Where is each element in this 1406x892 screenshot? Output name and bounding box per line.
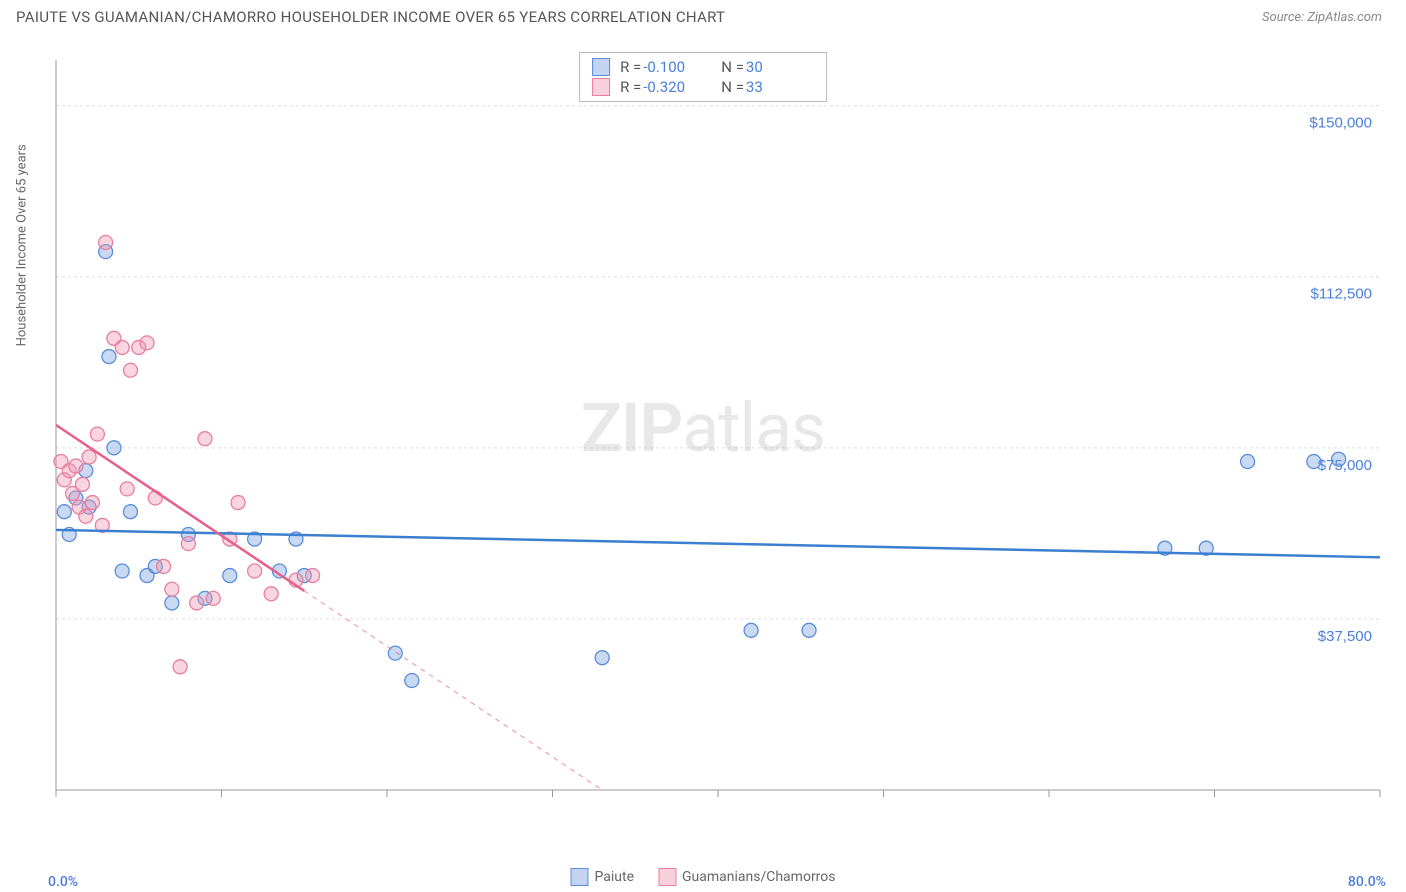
y-axis-label: Householder Income Over 65 years [15,144,30,346]
legend-swatch-icon [658,868,676,886]
legend-item: Guamanians/Chamorros [658,868,836,886]
legend: Paiute Guamanians/Chamorros [570,868,835,886]
correlation-stats-box: R =-0.100 N =30 R =-0.320 N =33 [579,52,827,102]
stat-n-value: 33 [746,78,800,96]
stat-swatch-icon [592,58,610,76]
stat-r-label: R = [620,78,641,96]
scatter-plot: $37,500$75,000$112,500$150,000 [50,50,1390,830]
stat-r-value: -0.320 [643,78,697,96]
legend-item: Paiute [570,868,634,886]
x-axis-min-label: 0.0% [48,874,78,890]
x-axis-max-label: 80.0% [1348,874,1386,890]
stat-row: R =-0.100 N =30 [592,57,814,77]
chart-area: $37,500$75,000$112,500$150,000 Household… [50,50,1390,830]
stat-r-value: -0.100 [643,58,697,76]
stat-n-value: 30 [746,58,800,76]
stat-r-label: R = [620,58,641,76]
svg-text:$150,000: $150,000 [1309,115,1372,132]
stat-n-label: N = [721,78,744,96]
legend-label: Guamanians/Chamorros [682,869,836,885]
svg-text:$37,500: $37,500 [1318,628,1372,645]
stat-row: R =-0.320 N =33 [592,77,814,97]
stat-swatch-icon [592,78,610,96]
svg-text:$112,500: $112,500 [1311,286,1372,303]
legend-label: Paiute [594,869,634,885]
source-label: Source: ZipAtlas.com [1262,10,1382,25]
stat-n-label: N = [721,58,744,76]
chart-title: PAIUTE VS GUAMANIAN/CHAMORRO HOUSEHOLDER… [16,8,725,26]
legend-swatch-icon [570,868,588,886]
